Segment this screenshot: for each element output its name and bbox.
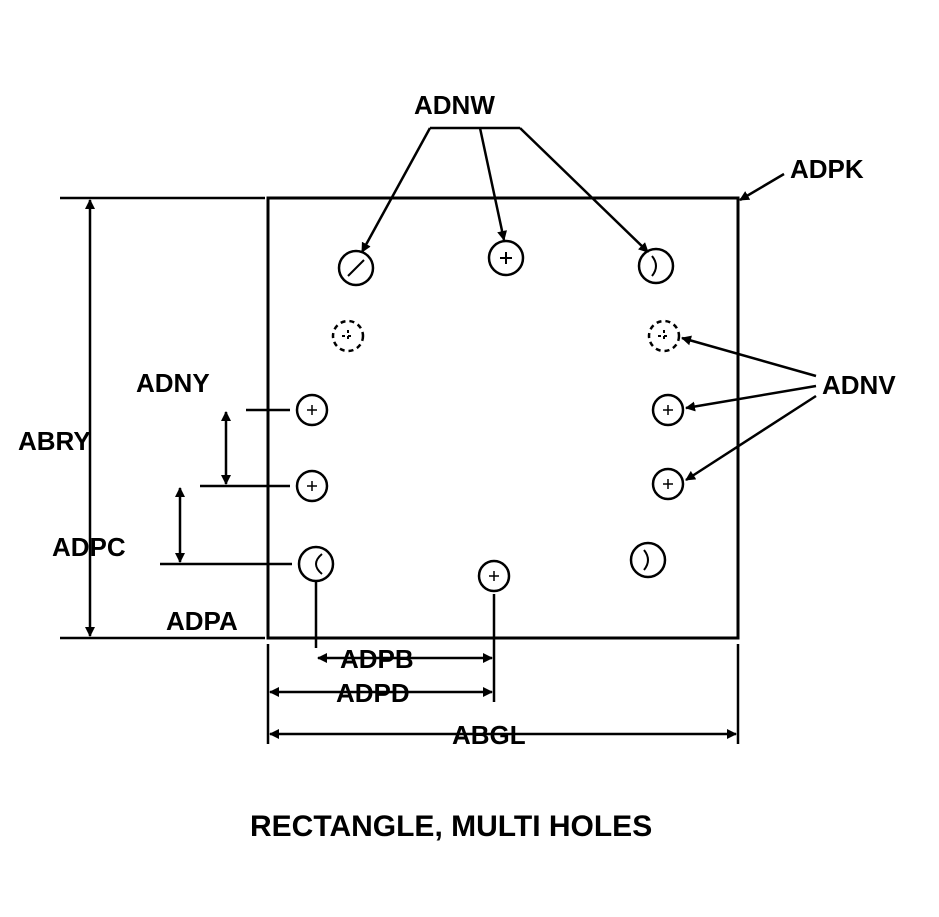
diagram-title: RECTANGLE, MULTI HOLES xyxy=(250,810,652,844)
label-adpb: ADPB xyxy=(340,644,414,675)
label-adpa: ADPA xyxy=(166,606,238,637)
label-adny: ADNY xyxy=(136,368,210,399)
label-adpk: ADPK xyxy=(790,154,864,185)
diagram-svg xyxy=(0,0,939,917)
label-abgl: ABGL xyxy=(452,720,526,751)
label-adpc: ADPC xyxy=(52,532,126,563)
label-abry: ABRY xyxy=(18,426,91,457)
label-adnv: ADNV xyxy=(822,370,896,401)
label-adpd: ADPD xyxy=(336,678,410,709)
label-adnw: ADNW xyxy=(414,90,495,121)
diagram-canvas: ADNW ADPK ADNV ADNY ABRY ADPC ADPA ADPB … xyxy=(0,0,939,917)
